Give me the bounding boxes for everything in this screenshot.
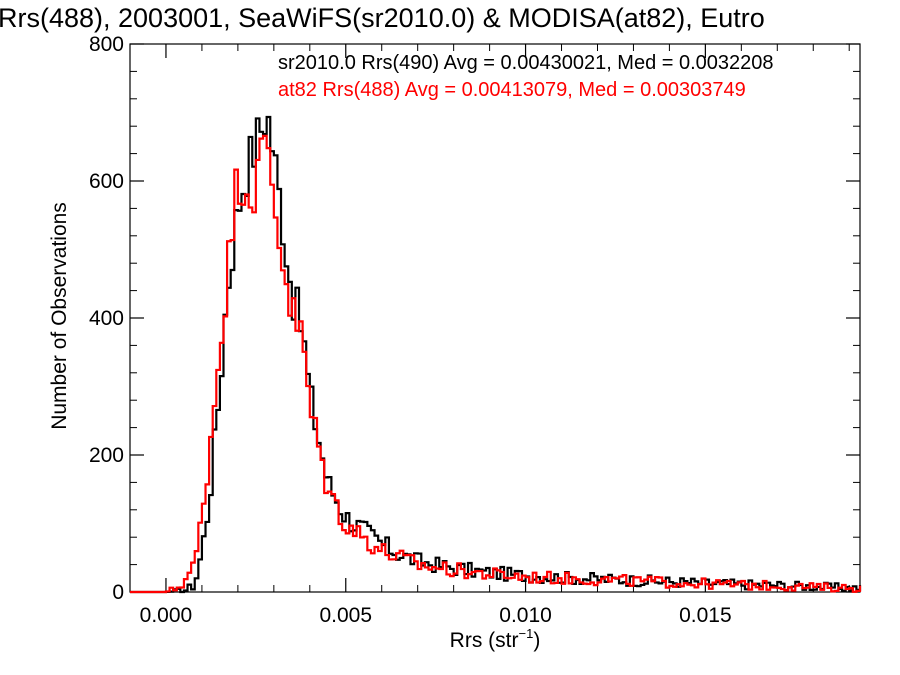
y-axis: 0 200 400 600 800 <box>89 33 860 604</box>
x-axis-title-superscript: −1 <box>519 626 534 641</box>
plot-border <box>130 44 860 592</box>
y-tick-label: 200 <box>89 444 124 467</box>
x-tick-label: 0.000 <box>140 604 193 627</box>
x-axis-title-close: ) <box>533 629 540 652</box>
x-axis-title: Rrs (str−1) <box>450 626 541 652</box>
y-tick-label: 400 <box>89 307 124 330</box>
x-tick-label: 0.005 <box>319 604 372 627</box>
legend-entry-black: sr2010.0 Rrs(490) Avg = 0.00430021, Med … <box>278 52 774 74</box>
y-tick-label: 600 <box>89 170 124 193</box>
y-axis-title: Number of Observations <box>48 202 71 430</box>
legend-entry-red: at82 Rrs(488) Avg = 0.00413079, Med = 0.… <box>278 79 746 101</box>
x-tick-label: 0.015 <box>679 604 732 627</box>
x-tick-label: 0.010 <box>499 604 552 627</box>
chart-title: Rrs(488), 2003001, SeaWiFS(sr2010.0) & M… <box>0 3 765 33</box>
y-tick-label: 800 <box>89 33 124 56</box>
series-line-red <box>130 136 860 592</box>
x-axis-title-main: Rrs (str <box>450 629 519 652</box>
x-axis: 0.000 0.005 0.010 0.015 <box>140 44 850 627</box>
plot-frame <box>130 44 860 592</box>
histogram-chart: Rrs(488), 2003001, SeaWiFS(sr2010.0) & M… <box>0 0 900 675</box>
y-tick-label: 0 <box>112 581 124 604</box>
series-layer <box>130 117 860 592</box>
series-line-black <box>130 117 860 592</box>
